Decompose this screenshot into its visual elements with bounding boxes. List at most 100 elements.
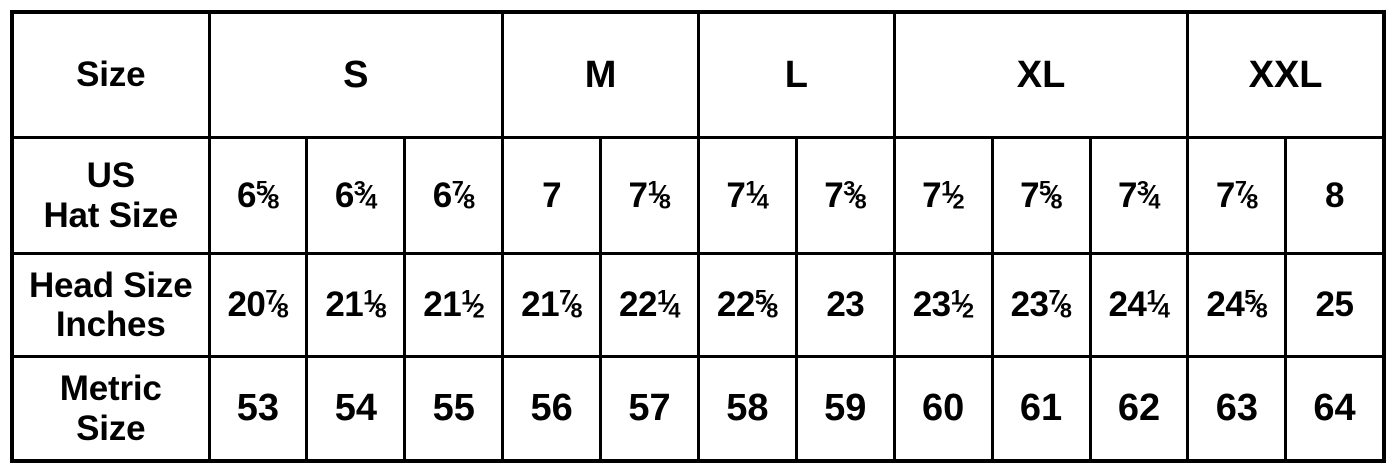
- value-fraction: 1⁄8: [647, 176, 670, 213]
- fraction-solidus: ⁄: [1254, 290, 1259, 319]
- value-whole: 6: [236, 175, 256, 215]
- value-fraction: 3⁄4: [354, 176, 377, 213]
- fraction-solidus: ⁄: [1147, 180, 1151, 209]
- fraction-solidus: ⁄: [667, 290, 671, 319]
- value-whole: 21: [423, 285, 462, 325]
- value-fraction: 7⁄8: [559, 285, 583, 324]
- cell-us-hat-size: 73⁄4: [1088, 136, 1190, 255]
- cell-us-hat-size: 63⁄4: [305, 136, 407, 255]
- row-label-head-size-inches-line2: Inches: [55, 305, 166, 344]
- cell-metric-size: 64: [1284, 355, 1386, 463]
- fraction-denominator: 4: [756, 188, 769, 214]
- value-fraction: 5⁄8: [1244, 285, 1268, 324]
- value-whole: 7: [542, 175, 562, 215]
- fraction-denominator: 2: [952, 188, 965, 214]
- value-fraction: 1⁄2: [951, 285, 974, 322]
- value-whole: 7: [1020, 175, 1040, 215]
- cell-head-size-inches: 23: [794, 252, 896, 358]
- cell-metric-size: 62: [1088, 355, 1190, 463]
- fraction-denominator: 8: [276, 298, 289, 324]
- value-whole: 21: [325, 285, 364, 325]
- value-whole: 23: [826, 285, 865, 325]
- fraction-numerator: 7: [1234, 175, 1247, 201]
- fraction-numerator: 1: [745, 175, 757, 201]
- fraction-numerator: 5: [255, 175, 268, 201]
- fraction-denominator: 2: [472, 298, 485, 324]
- cell-metric-size: 59: [794, 355, 896, 463]
- row-label-us-hat-size: US Hat Size: [10, 136, 211, 255]
- fraction-solidus: ⁄: [1244, 180, 1249, 209]
- value-whole: 24: [1206, 285, 1245, 325]
- value-fraction: 5⁄8: [256, 176, 279, 214]
- cell-head-size-inches: 245⁄8: [1186, 252, 1288, 358]
- value-whole: 7: [1215, 175, 1235, 215]
- cell-us-hat-size: 77⁄8: [1186, 136, 1288, 255]
- row-label-metric-size: Metric Size: [10, 355, 211, 463]
- cell-head-size-inches: 207⁄8: [207, 252, 309, 358]
- value-fraction: 3⁄8: [843, 176, 866, 213]
- fraction-solidus: ⁄: [266, 180, 270, 209]
- fraction-solidus: ⁄: [275, 290, 280, 319]
- row-label-head-size-inches-line1: Head Size: [28, 265, 193, 305]
- fraction-numerator: 1: [656, 285, 669, 311]
- value-fraction: 5⁄8: [1039, 176, 1063, 214]
- value-whole: 24: [1108, 285, 1147, 325]
- value-fraction: 1⁄4: [1146, 285, 1170, 324]
- value-whole: 6: [432, 175, 452, 215]
- fraction-solidus: ⁄: [755, 180, 760, 209]
- fraction-denominator: 8: [1255, 298, 1268, 324]
- value-whole: 21: [521, 285, 560, 325]
- value-whole: 23: [912, 285, 951, 325]
- table-row-us-hat-size: US Hat Size 65⁄8 63⁄4 67⁄8 7 71⁄8 71⁄4 73⁄8 71⁄…: [10, 136, 1386, 255]
- fraction-numerator: 3: [843, 175, 855, 201]
- value-whole: 23: [1010, 285, 1049, 325]
- cell-metric-size: 60: [892, 355, 994, 463]
- fraction-numerator: 1: [950, 285, 963, 311]
- fraction-solidus: ⁄: [1049, 180, 1053, 209]
- cell-head-size-inches: 217⁄8: [501, 252, 603, 358]
- value-fraction: 1⁄4: [657, 285, 680, 322]
- group-header-l: L: [696, 10, 896, 139]
- cell-head-size-inches: 211⁄8: [305, 252, 407, 358]
- cell-us-hat-size: 71⁄2: [892, 136, 994, 255]
- value-whole: 7: [726, 175, 746, 215]
- fraction-denominator: 8: [463, 188, 475, 214]
- row-label-us-hat-size-line2: Hat Size: [43, 195, 179, 235]
- value-whole: 8: [1325, 175, 1344, 215]
- row-label-us-hat-size-line1: US: [86, 156, 135, 196]
- value-fraction: 1⁄4: [745, 176, 769, 214]
- fraction-numerator: 5: [1039, 175, 1051, 201]
- fraction-solidus: ⁄: [1156, 290, 1161, 319]
- value-fraction: 7⁄8: [1049, 285, 1072, 322]
- table-row-metric-size: Metric Size 53 54 55 56 57 58 59 60 61 62 63 64: [10, 355, 1386, 463]
- cell-metric-size: 58: [696, 355, 798, 463]
- cell-us-hat-size: 71⁄8: [599, 136, 700, 255]
- fraction-denominator: 8: [1246, 188, 1258, 214]
- fraction-denominator: 4: [1157, 298, 1170, 324]
- value-whole: 7: [628, 175, 648, 215]
- group-header-s: S: [207, 10, 505, 139]
- fraction-denominator: 8: [570, 298, 583, 324]
- value-fraction: 7⁄8: [452, 176, 475, 214]
- cell-metric-size: 55: [403, 355, 505, 463]
- fraction-solidus: ⁄: [960, 290, 965, 319]
- fraction-solidus: ⁄: [363, 180, 368, 209]
- cell-head-size-inches: 241⁄4: [1088, 252, 1190, 358]
- cell-metric-size: 54: [305, 355, 407, 463]
- value-whole: 25: [1315, 285, 1354, 325]
- value-fraction: 1⁄2: [461, 285, 485, 324]
- fraction-denominator: 8: [267, 188, 279, 214]
- fraction-solidus: ⁄: [764, 290, 769, 319]
- value-fraction: 3⁄4: [1137, 176, 1160, 213]
- cell-us-hat-size: 71⁄4: [696, 136, 798, 255]
- cell-us-hat-size: 75⁄8: [990, 136, 1092, 255]
- cell-head-size-inches: 211⁄2: [403, 252, 505, 358]
- fraction-denominator: 8: [1050, 188, 1063, 214]
- cell-metric-size: 53: [207, 355, 309, 463]
- fraction-numerator: 3: [1136, 175, 1149, 201]
- fraction-solidus: ⁄: [1058, 290, 1063, 319]
- fraction-numerator: 1: [363, 285, 375, 311]
- cell-metric-size: 57: [599, 355, 700, 463]
- value-whole: 7: [824, 175, 844, 215]
- value-fraction: 1⁄8: [363, 285, 386, 322]
